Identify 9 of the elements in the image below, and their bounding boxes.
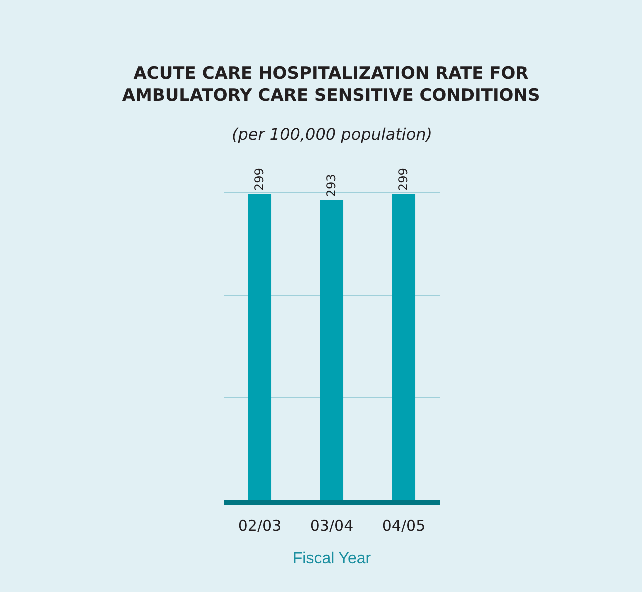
data-label: 299 — [396, 168, 411, 192]
data-label: 299 — [252, 168, 267, 192]
x-tick-label: 03/04 — [310, 517, 354, 535]
x-tick-label: 02/03 — [238, 517, 282, 535]
chart-title: ACUTE CARE HOSPITALIZATION RATE FOR AMBULATORY CARE SENSITIVE CONDITIONS — [122, 64, 540, 106]
x-tick-label: 04/05 — [382, 517, 426, 535]
chart-subtitle: (per 100,000 population) — [232, 125, 433, 144]
data-label: 293 — [324, 174, 339, 198]
x-axis-title: Fiscal Year — [292, 550, 372, 568]
